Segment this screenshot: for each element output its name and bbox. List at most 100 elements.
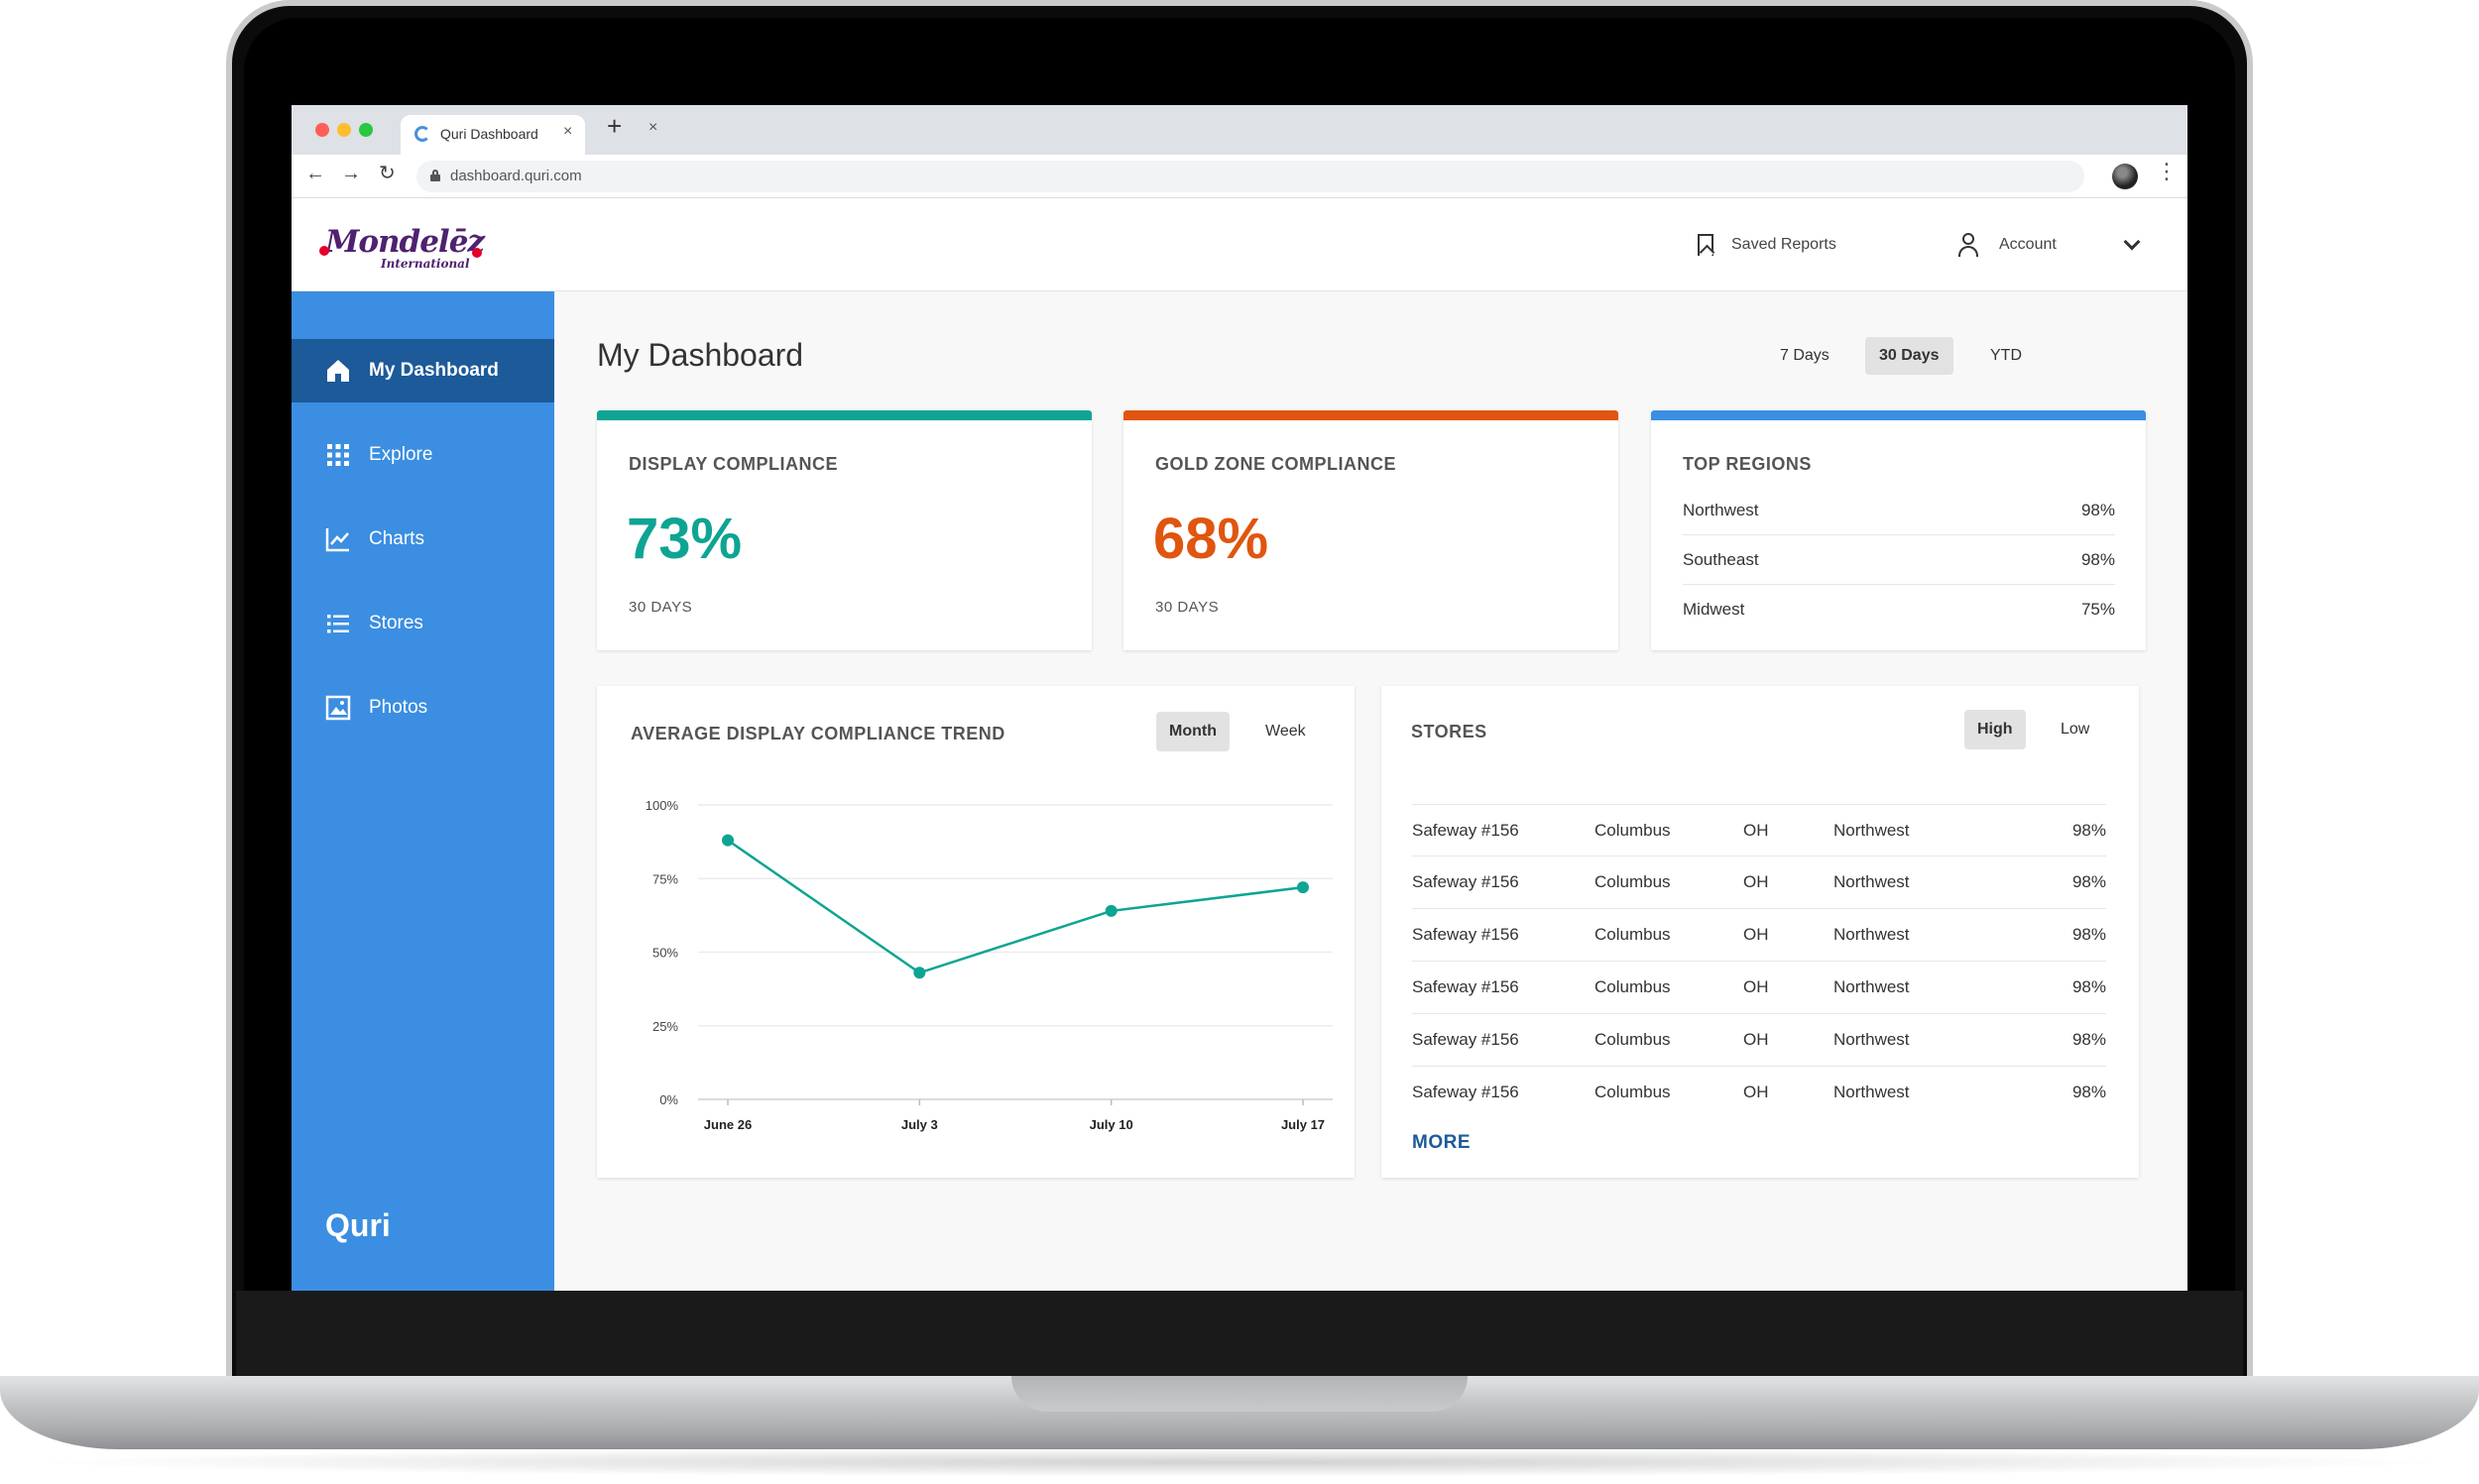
stores-card: STORES High Low Safeway #156 Columbus OH… bbox=[1381, 686, 2139, 1178]
x-tick-label: July 3 bbox=[901, 1117, 938, 1132]
logo-subtitle: International bbox=[381, 257, 470, 271]
store-state: OH bbox=[1743, 872, 1769, 891]
card-heading: STORES bbox=[1411, 722, 1487, 742]
range-ytd-button[interactable]: YTD bbox=[1990, 347, 2022, 364]
x-tick-label: July 10 bbox=[1090, 1117, 1133, 1132]
screen: Quri Dashboard × + × ← → ↻ dashboard.qur… bbox=[292, 105, 2187, 1291]
month-toggle[interactable]: Month bbox=[1156, 712, 1230, 751]
sidebar-item-explore[interactable]: Explore bbox=[292, 423, 554, 487]
list-icon bbox=[327, 615, 349, 633]
sidebar-item-label: Charts bbox=[369, 528, 424, 549]
series-line bbox=[727, 839, 1304, 974]
range-30-days-button[interactable]: 30 Days bbox=[1865, 337, 1953, 375]
store-region: Northwest bbox=[1833, 821, 1910, 840]
store-value: 98% bbox=[2071, 977, 2106, 996]
window-close-dot[interactable] bbox=[315, 123, 329, 137]
x-tick-label: July 17 bbox=[1281, 1117, 1325, 1132]
data-point bbox=[1105, 904, 1118, 917]
store-name: Safeway #156 bbox=[1412, 872, 1519, 891]
gold-zone-value: 68% bbox=[1153, 507, 1269, 571]
saved-reports-button[interactable]: Saved Reports bbox=[1698, 198, 1836, 291]
home-icon bbox=[327, 360, 349, 382]
tab-close-icon[interactable]: × bbox=[563, 123, 573, 140]
logo-dot bbox=[319, 246, 329, 256]
range-7-days-button[interactable]: 7 Days bbox=[1780, 347, 1830, 364]
close-icon[interactable]: × bbox=[649, 119, 658, 136]
store-city: Columbus bbox=[1594, 872, 1671, 891]
browser-tab-bar: Quri Dashboard × + × bbox=[292, 105, 2187, 155]
y-tick-label: 50% bbox=[652, 946, 678, 961]
browser-menu-icon[interactable]: ⋮ bbox=[2156, 159, 2178, 183]
mondelez-logo[interactable]: Mondelēz International bbox=[319, 224, 485, 271]
app-header: Mondelēz International Saved Reports Acc… bbox=[292, 198, 2187, 291]
forward-button[interactable]: → bbox=[341, 163, 361, 184]
week-toggle[interactable]: Week bbox=[1265, 723, 1306, 740]
table-row[interactable]: Safeway #156 Columbus OH Northwest 98% bbox=[1412, 1067, 2106, 1119]
list-item[interactable]: Southeast 98% bbox=[1683, 535, 2115, 585]
address-bar[interactable]: dashboard.quri.com bbox=[416, 161, 2084, 192]
low-toggle[interactable]: Low bbox=[2061, 721, 2090, 738]
high-toggle[interactable]: High bbox=[1964, 710, 2026, 749]
line-chart-icon bbox=[325, 528, 349, 552]
quri-logo: Quri bbox=[325, 1207, 391, 1243]
store-name: Safeway #156 bbox=[1412, 977, 1519, 996]
period-label: 30 DAYS bbox=[1155, 599, 1220, 616]
laptop-bezel bbox=[236, 1291, 2243, 1386]
more-link[interactable]: MORE bbox=[1412, 1132, 1471, 1153]
store-state: OH bbox=[1743, 977, 1769, 996]
page-title: My Dashboard bbox=[597, 337, 804, 373]
store-city: Columbus bbox=[1594, 1083, 1671, 1101]
store-region: Northwest bbox=[1833, 1030, 1910, 1049]
sidebar-item-label: Stores bbox=[369, 613, 423, 633]
store-state: OH bbox=[1743, 1083, 1769, 1101]
store-value: 98% bbox=[2071, 1083, 2106, 1101]
y-tick-label: 75% bbox=[652, 871, 678, 886]
table-row[interactable]: Safeway #156 Columbus OH Northwest 98% bbox=[1412, 962, 2106, 1014]
card-accent-bar bbox=[597, 410, 1092, 420]
account-button[interactable]: Account bbox=[1957, 198, 2057, 291]
sidebar-item-photos[interactable]: Photos bbox=[292, 676, 554, 740]
store-region: Northwest bbox=[1833, 925, 1910, 944]
table-row[interactable]: Safeway #156 Columbus OH Northwest 98% bbox=[1412, 804, 2106, 856]
window-zoom-dot[interactable] bbox=[359, 123, 373, 137]
sidebar-item-label: Photos bbox=[369, 697, 428, 718]
list-item[interactable]: Midwest 75% bbox=[1683, 585, 2115, 634]
store-city: Columbus bbox=[1594, 925, 1671, 944]
card-accent-bar bbox=[1651, 410, 2146, 420]
store-city: Columbus bbox=[1594, 821, 1671, 840]
table-row[interactable]: Safeway #156 Columbus OH Northwest 98% bbox=[1412, 909, 2106, 962]
grid-icon bbox=[327, 444, 349, 466]
store-name: Safeway #156 bbox=[1412, 821, 1519, 840]
region-value: 98% bbox=[2080, 549, 2115, 569]
chevron-down-icon[interactable] bbox=[2123, 233, 2141, 251]
laptop-notch bbox=[1011, 1376, 1468, 1412]
new-tab-button[interactable]: + bbox=[607, 111, 623, 141]
tab-title: Quri Dashboard bbox=[440, 126, 538, 142]
data-point bbox=[722, 834, 734, 847]
user-icon bbox=[1957, 233, 1979, 257]
table-row[interactable]: Safeway #156 Columbus OH Northwest 98% bbox=[1412, 1014, 2106, 1067]
url-text[interactable]: dashboard.quri.com bbox=[450, 168, 582, 184]
quri-favicon-icon bbox=[414, 126, 430, 142]
browser-tab[interactable]: Quri Dashboard × bbox=[401, 115, 585, 155]
card-heading: DISPLAY COMPLIANCE bbox=[629, 454, 839, 474]
sidebar-item-my-dashboard[interactable]: My Dashboard bbox=[292, 339, 554, 402]
bookmark-icon bbox=[1698, 234, 1713, 256]
back-button[interactable]: ← bbox=[305, 163, 325, 184]
store-name: Safeway #156 bbox=[1412, 1083, 1519, 1101]
store-state: OH bbox=[1743, 925, 1769, 944]
table-row[interactable]: Safeway #156 Columbus OH Northwest 98% bbox=[1412, 856, 2106, 909]
window-minimize-dot[interactable] bbox=[337, 123, 351, 137]
reload-button[interactable]: ↻ bbox=[379, 163, 396, 184]
profile-avatar[interactable] bbox=[2112, 164, 2138, 189]
store-region: Northwest bbox=[1833, 977, 1910, 996]
sidebar-item-charts[interactable]: Charts bbox=[292, 508, 554, 571]
period-label: 30 DAYS bbox=[629, 599, 693, 616]
list-item[interactable]: Northwest 98% bbox=[1683, 486, 2115, 535]
display-compliance-card: DISPLAY COMPLIANCE 73% 30 DAYS bbox=[597, 410, 1092, 650]
x-tick-label: June 26 bbox=[704, 1117, 752, 1132]
browser-toolbar: ← → ↻ dashboard.quri.com ⋮ bbox=[292, 155, 2187, 198]
sidebar-item-stores[interactable]: Stores bbox=[292, 592, 554, 655]
data-point bbox=[913, 967, 926, 979]
store-region: Northwest bbox=[1833, 872, 1910, 891]
